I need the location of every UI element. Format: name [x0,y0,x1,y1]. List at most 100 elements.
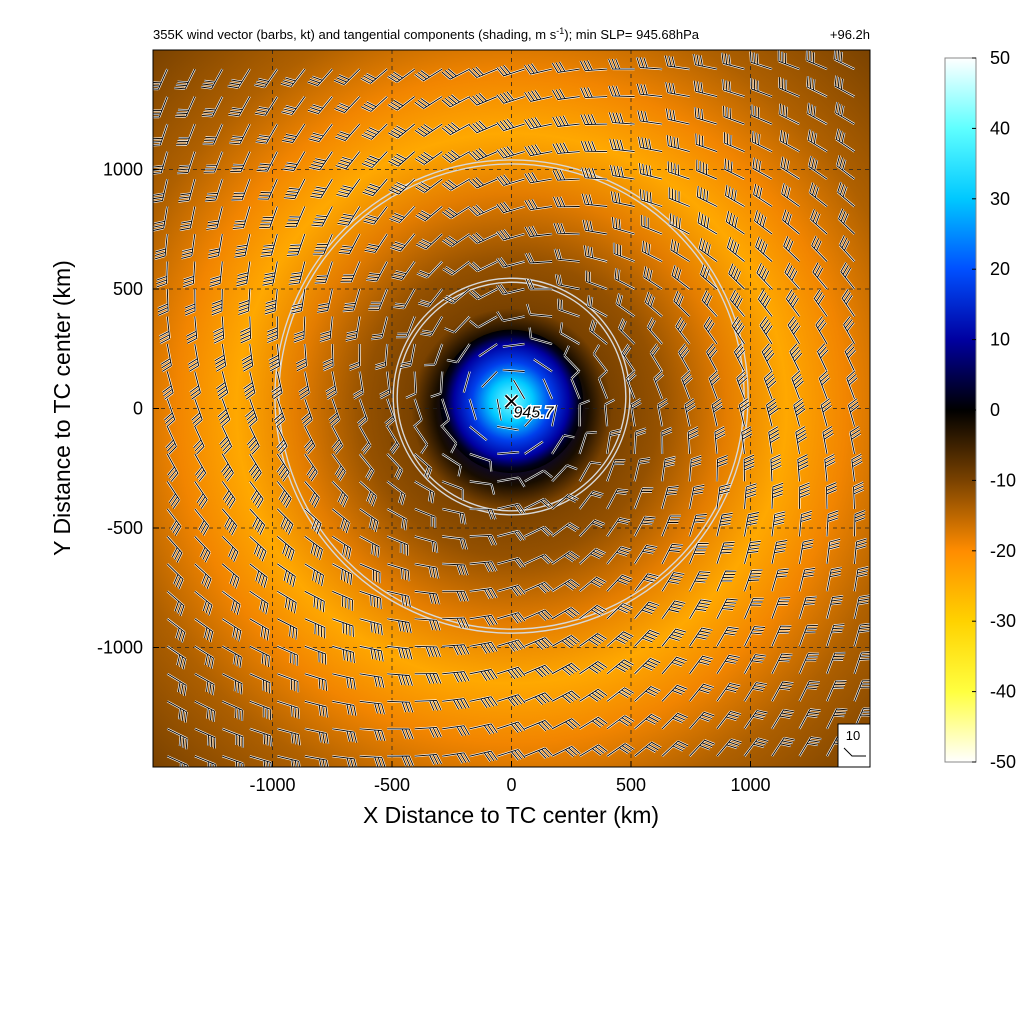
wind-barb [755,236,773,262]
wind-barb [733,343,746,372]
wind-barb [230,151,251,173]
wind-barb [304,453,318,482]
x-tick-label: 0 [506,775,516,795]
wind-barb [808,155,828,180]
wind-barb [606,546,632,565]
wind-barb [194,453,207,482]
wind-barb [283,178,306,200]
wind-barb [770,454,782,482]
wind-barb [194,508,209,536]
wind-barb [167,618,186,643]
wind-barb [298,371,310,400]
wind-barb [201,96,223,117]
wind-barb [194,700,215,722]
wind-barb [296,343,307,372]
wind-barb [497,530,526,541]
wind-barb [236,261,251,287]
wind-barb [799,624,818,647]
wind-barb [563,345,580,372]
wind-barb [249,563,268,588]
wind-barb [771,625,792,647]
wind-barb [257,178,278,200]
wind-barb [799,681,820,702]
wind-barb [238,288,251,315]
colorbar-tick-label: -20 [990,541,1016,561]
wind-barb [469,426,488,441]
wind-barb [502,369,525,372]
chart-title: 355K wind vector (barbs, kt) and tangent… [153,26,870,42]
wind-barb [580,114,608,125]
wind-barb [716,483,731,509]
wind-barb [811,235,828,262]
wind-barb [849,426,861,454]
wind-barb [555,274,580,290]
wind-barb [414,673,442,684]
wind-barb [314,261,333,284]
y-tick-label: -1000 [97,638,143,658]
wind-barb [854,623,870,647]
wind-barb [353,371,364,400]
wind-barb [673,290,690,317]
wind-barb [525,252,553,264]
wind-barb [194,728,216,749]
wind-barb [661,712,688,730]
wind-barb [167,645,186,670]
wind-barb [840,262,855,290]
wind-barb [304,645,327,665]
wind-barb [579,461,602,482]
wind-barb [695,133,718,153]
wind-barb [245,398,258,428]
wind-barb [304,673,328,692]
wind-barb [388,178,416,195]
wind-barb [820,398,832,427]
x-tick-label: -1000 [249,775,295,795]
wind-barb [176,123,196,146]
wind-barb [799,567,816,592]
wind-barb [194,645,214,669]
wind-barb [826,510,839,537]
wind-barb [249,700,271,720]
colorbar-tick-label: 40 [990,118,1010,138]
wind-barb [854,595,870,619]
wind-barb [784,262,800,290]
wind-barb [847,398,860,427]
colorbar: 50 40 30 20 10 0 -10 -20 -30 -40 -50 [944,48,1016,772]
wind-barb [496,146,525,159]
wind-barb [442,617,470,629]
colorbar-tick-label: -40 [990,682,1016,702]
wind-barb [222,563,240,589]
wind-barb [304,508,322,534]
wind-barb [689,739,715,757]
wind-barb [387,96,415,111]
wind-barb [193,426,205,455]
wind-barb [232,206,251,230]
wind-barb [362,178,388,197]
wind-barb [387,590,411,608]
wind-barb [723,105,745,125]
wind-barb [716,512,733,537]
wind-barb [524,117,553,130]
wind-barb [598,370,608,400]
wind-barb [497,639,526,652]
wind-barb [203,151,223,173]
wind-barb [634,573,659,592]
wind-barb [153,96,168,118]
wind-barb [187,343,200,372]
wind-barb [390,233,416,252]
wind-barb [481,371,498,388]
wind-barb [560,322,580,345]
wind-barb [288,261,306,285]
wind-barb [386,453,403,480]
wind-barb [468,66,498,78]
wind-barb [414,699,442,711]
wind-barb [359,481,377,507]
wind-barb [497,557,526,568]
wind-barb [744,626,766,647]
wind-barb [446,343,471,363]
wind-barb [361,96,388,112]
wind-barb [836,155,855,180]
wind-barb [307,96,333,115]
wind-barb [529,327,553,345]
wind-barb [414,753,442,765]
wind-barb [634,428,647,454]
